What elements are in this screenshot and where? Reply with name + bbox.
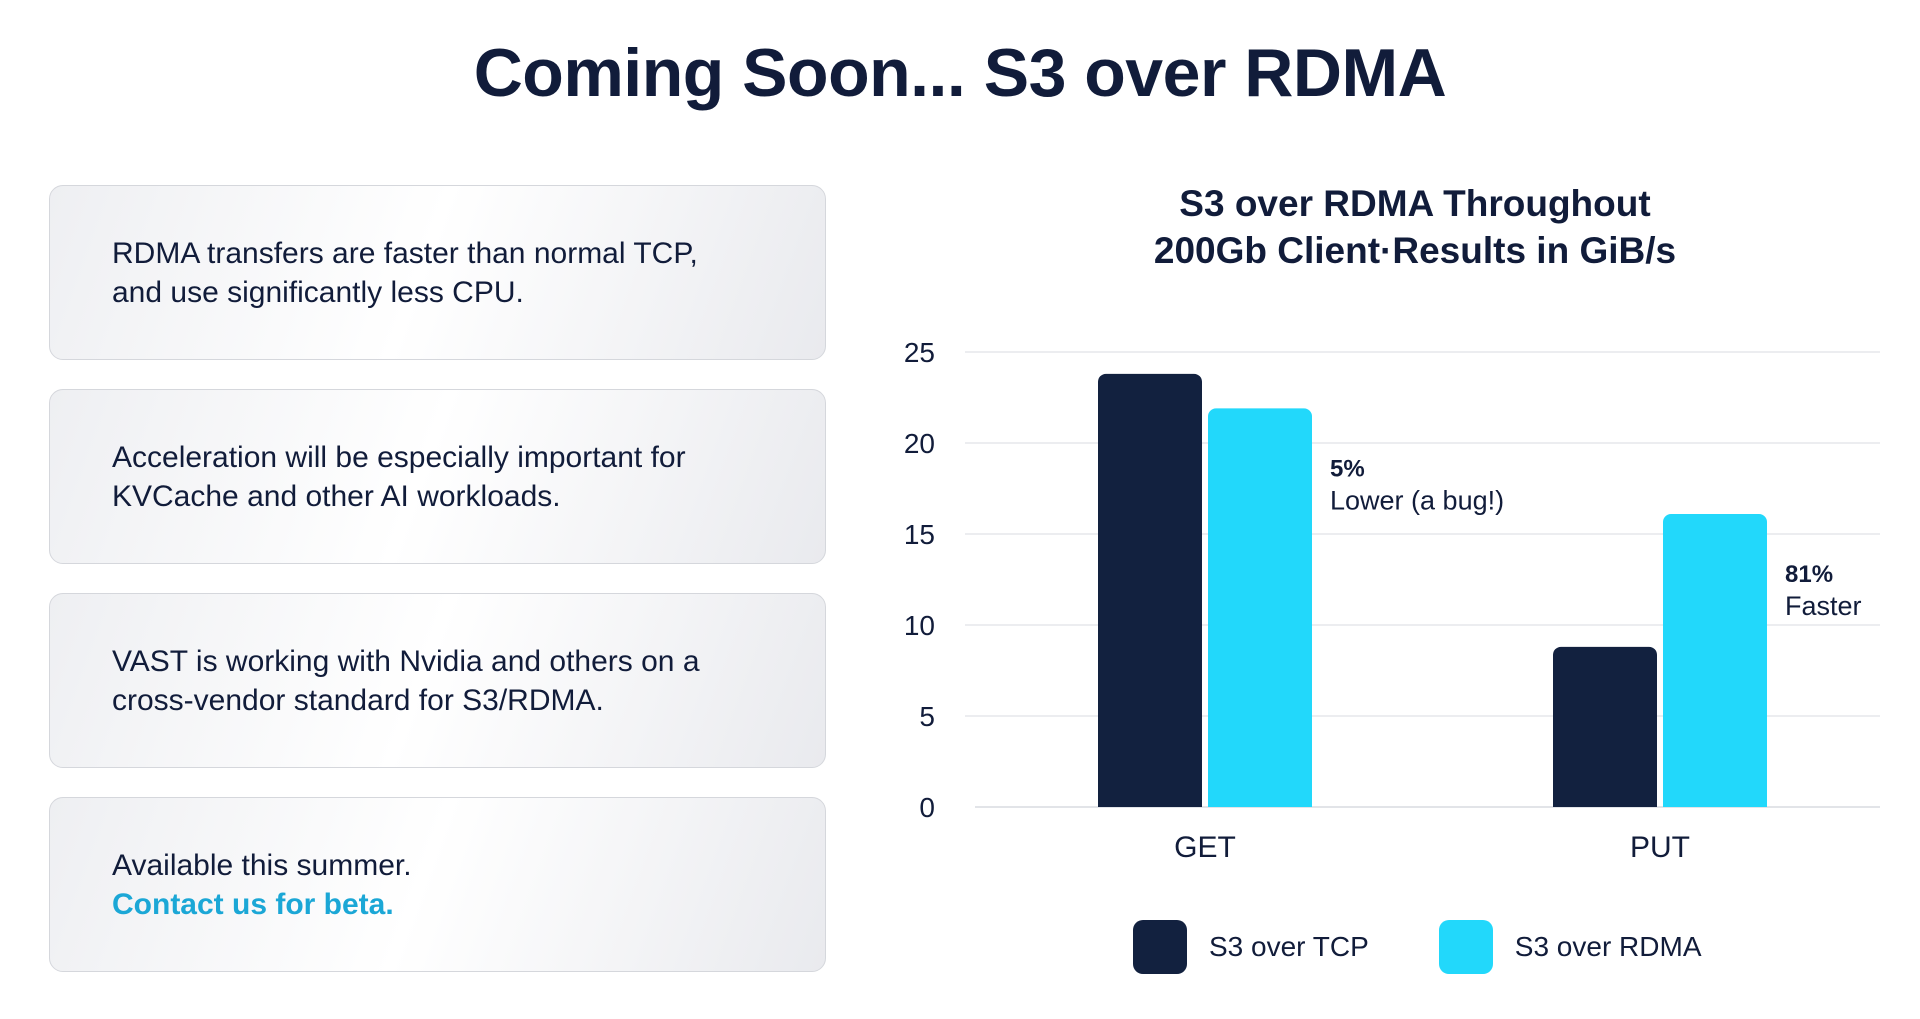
page-title: Coming Soon... S3 over RDMA <box>473 35 1447 111</box>
bar-base-put-tcp <box>1553 797 1657 807</box>
bar-put-rdma <box>1663 513 1767 807</box>
chart-title-line2: 200Gb Client·Results in GiB/s <box>1153 230 1677 271</box>
annotation-percent: 81% <box>1785 561 1833 588</box>
feature-card-line: KVCache and other AI workloads. <box>112 479 561 513</box>
bar-base-put-rdma <box>1663 797 1767 807</box>
bar-base-get-rdma <box>1208 797 1312 807</box>
annotation-percent: 5% <box>1330 455 1365 482</box>
legend-label-rdma: S3 over RDMA <box>1514 931 1702 962</box>
feature-card-acceleration: Acceleration will be especially importan… <box>49 389 826 564</box>
legend-swatch-tcp <box>1133 920 1187 974</box>
feature-card-line: cross-vendor standard for S3/RDMA. <box>112 683 604 717</box>
legend-item-rdma: S3 over RDMA <box>1438 920 1702 974</box>
bar-get-tcp <box>1098 373 1202 807</box>
feature-card-availability: Available this summer. Contact us for be… <box>49 797 826 972</box>
annotation-text: Faster <box>1785 591 1862 621</box>
feature-card-line: Available this summer. <box>112 848 412 882</box>
annotation-text: Lower (a bug!) <box>1330 485 1504 515</box>
feature-card-line: and use significantly less CPU. <box>112 275 524 309</box>
legend-swatch-rdma <box>1438 920 1493 974</box>
y-tick-label: 15 <box>904 519 935 550</box>
feature-card-line: RDMA transfers are faster than normal TC… <box>112 236 698 270</box>
bar-get-rdma <box>1208 408 1312 807</box>
y-tick-label: 20 <box>904 428 935 459</box>
feature-card-line: VAST is working with Nvidia and others o… <box>112 644 700 678</box>
legend-item-tcp: S3 over TCP <box>1133 920 1369 974</box>
chart-title-line1: S3 over RDMA Throughout <box>1179 183 1651 224</box>
y-tick-label: 5 <box>919 701 935 732</box>
feature-cards: RDMA transfers are faster than normal TC… <box>49 185 826 1001</box>
feature-card-rdma: RDMA transfers are faster than normal TC… <box>49 185 826 360</box>
chart-title: S3 over RDMA Throughout 200Gb Client·Res… <box>1000 180 1830 274</box>
x-tick-label: GET <box>1174 831 1236 864</box>
y-tick-label: 10 <box>904 610 935 641</box>
x-tick-label: PUT <box>1630 831 1690 864</box>
bar-put-tcp <box>1553 646 1657 807</box>
feature-card-standard: VAST is working with Nvidia and others o… <box>49 593 826 768</box>
feature-card-line: Acceleration will be especially importan… <box>112 440 686 474</box>
bar-chart: 0 5 10 15 20 25 GET 5% Lower (a bug!) PUT 81% Faste… <box>904 337 1880 864</box>
legend-label-tcp: S3 over TCP <box>1209 931 1369 962</box>
y-tick-label: 25 <box>904 337 935 368</box>
bar-base-get-tcp <box>1098 797 1202 807</box>
chart-legend: S3 over TCP S3 over RDMA <box>1133 920 1772 974</box>
contact-beta-link[interactable]: Contact us for beta. <box>112 887 394 921</box>
y-tick-label: 0 <box>919 792 935 823</box>
